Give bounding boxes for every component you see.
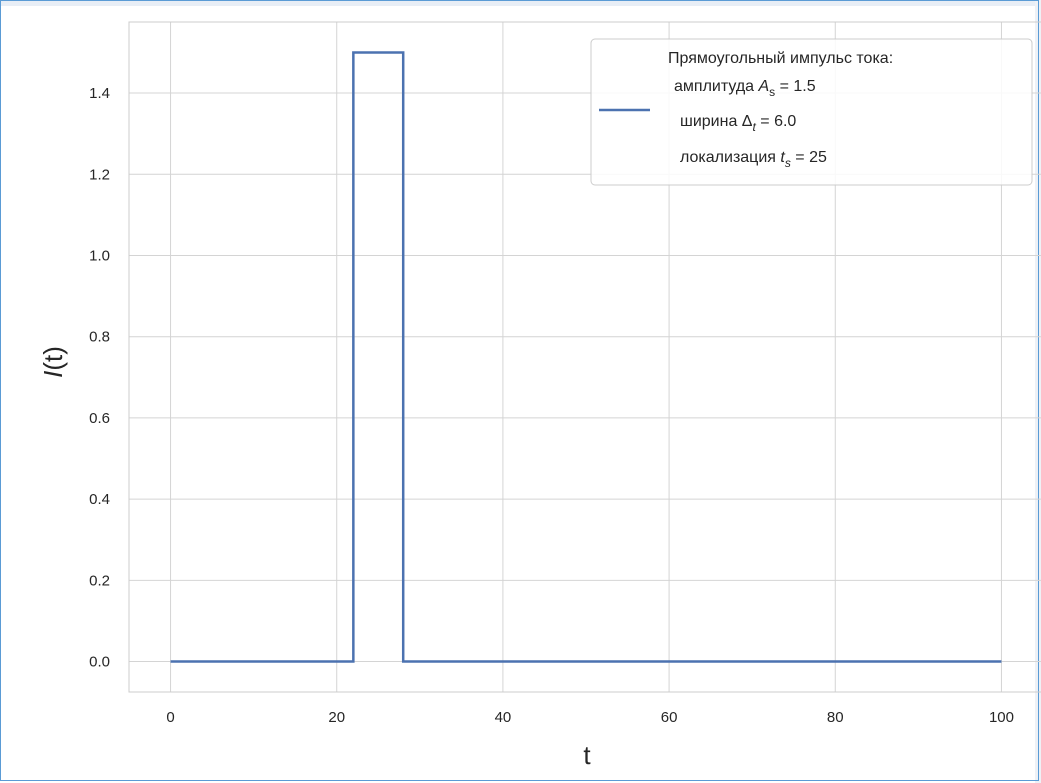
legend-width: ширина Δt = 6.0 bbox=[680, 113, 796, 134]
x-tick-label: 20 bbox=[328, 709, 345, 726]
y-tick-label: 0.2 bbox=[89, 572, 110, 589]
legend-amplitude: амплитуда As = 1.5 bbox=[674, 78, 816, 99]
window-top-strip bbox=[0, 0, 1041, 6]
y-tick-label: 0.4 bbox=[89, 491, 110, 508]
x-axis-label: t bbox=[583, 740, 591, 770]
y-tick-label: 1.4 bbox=[89, 85, 110, 102]
x-tick-label: 80 bbox=[827, 709, 844, 726]
series-layer bbox=[170, 51, 1002, 663]
axes-frame bbox=[128, 21, 1041, 693]
legend-localization: локализация ts = 25 bbox=[680, 149, 827, 170]
y-tick-label: 0.0 bbox=[89, 654, 110, 671]
y-tick-label: 1.0 bbox=[89, 247, 110, 264]
y-tick-label: 0.8 bbox=[89, 329, 110, 346]
x-tick-label: 100 bbox=[989, 709, 1014, 726]
legend-title: Прямоугольный импульс тока: bbox=[668, 50, 893, 67]
y-axis-label: I(t) bbox=[38, 346, 68, 378]
x-tick-labels: 0 20 40 60 80 100 bbox=[166, 709, 1014, 726]
y-axis-label-var: I bbox=[38, 371, 68, 378]
pulse-series-line bbox=[170, 51, 1002, 663]
legend: Прямоугольный импульс тока: амплитуда As… bbox=[590, 38, 1033, 186]
x-tick-label: 0 bbox=[166, 709, 174, 726]
y-tick-labels: 0.0 0.2 0.4 0.6 0.8 1.0 1.2 1.4 bbox=[89, 85, 110, 670]
x-tick-label: 60 bbox=[661, 709, 678, 726]
y-tick-label: 1.2 bbox=[89, 166, 110, 183]
legend-box bbox=[590, 38, 1033, 186]
y-axis-label-rest: (t) bbox=[38, 346, 68, 371]
y-tick-label: 0.6 bbox=[89, 410, 110, 427]
x-tick-label: 40 bbox=[495, 709, 512, 726]
